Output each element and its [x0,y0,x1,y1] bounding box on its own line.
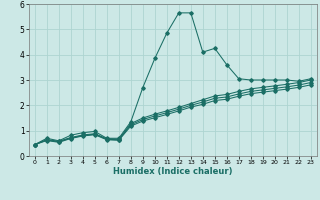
X-axis label: Humidex (Indice chaleur): Humidex (Indice chaleur) [113,167,233,176]
